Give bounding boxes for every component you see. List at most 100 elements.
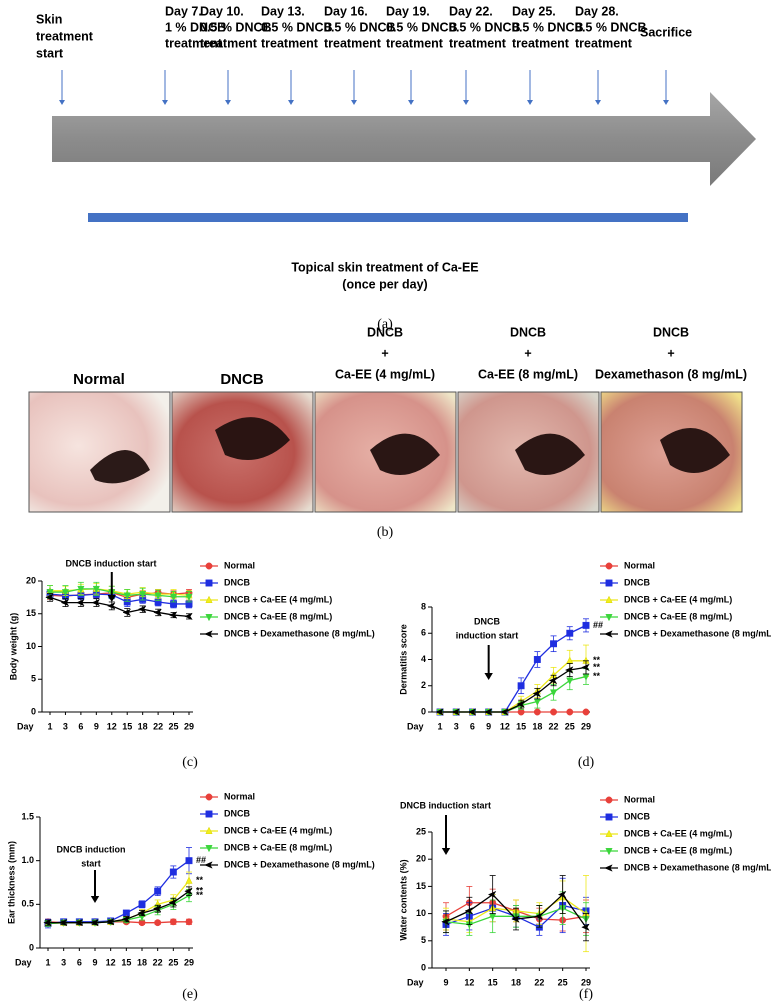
legend-label: DNCB [624, 577, 650, 587]
marker [106, 602, 116, 610]
end-label: Sacrifice [640, 25, 692, 39]
step-label: treatment [261, 36, 319, 50]
x-axis-label: Day [17, 721, 34, 731]
arrow-head [225, 100, 231, 105]
step-label: Day 10. [200, 4, 244, 18]
marker [123, 592, 131, 600]
legend-entry: DNCB [200, 577, 250, 587]
photo [28, 391, 171, 513]
marker [153, 608, 162, 617]
marker [605, 829, 613, 837]
y-axis-label: Ear thickness (mm) [6, 841, 16, 924]
series [45, 593, 193, 621]
marker [168, 898, 178, 907]
photo-label: Ca-EE (8 mg/mL) [478, 367, 578, 381]
x-tick-label: 6 [77, 957, 82, 967]
legend-entry: DNCB + Dexamethasone (8 mg/mL) [200, 628, 375, 638]
marker [139, 591, 147, 599]
marker [185, 593, 193, 601]
x-tick-label: 18 [532, 721, 542, 731]
legend-label: DNCB + Dexamethasone (8 mg/mL) [624, 862, 771, 872]
marker [77, 585, 85, 594]
series [441, 875, 590, 942]
x-tick-label: 29 [581, 721, 591, 731]
photo-label: DNCB [653, 325, 689, 339]
x-tick-label: 22 [153, 721, 163, 731]
legend-entry: DNCB [600, 577, 650, 587]
significance: ## [593, 620, 603, 630]
significance: ** [593, 662, 601, 672]
marker [185, 876, 193, 884]
photo-label: + [381, 346, 388, 360]
marker [105, 918, 115, 926]
marker [205, 826, 213, 834]
x-tick-label: 15 [121, 957, 131, 967]
marker [61, 589, 70, 597]
marker [483, 708, 493, 716]
marker [451, 708, 461, 716]
x-tick-label: 6 [470, 721, 475, 731]
x-axis-label: Day [15, 957, 32, 967]
marker [517, 682, 525, 690]
marker [566, 677, 574, 685]
x-tick-label: 29 [184, 721, 194, 731]
x-tick-label: 29 [581, 977, 591, 987]
marker [154, 592, 162, 600]
photo-label: + [524, 346, 531, 360]
y-tick-label: 2 [421, 680, 426, 690]
x-tick-label: 12 [107, 721, 117, 731]
caption: (a) [377, 317, 393, 332]
y-tick-label: 0 [421, 962, 426, 972]
annotation: induction start [456, 630, 519, 640]
marker [533, 656, 541, 663]
photo-label: DNCB [220, 371, 263, 388]
legend-entry: DNCB + Ca-EE (8 mg/mL) [200, 842, 332, 852]
y-tick-label: 1.5 [21, 811, 34, 821]
step-label: Day 28. [575, 4, 619, 18]
marker [534, 912, 544, 921]
legend-entry: Normal [200, 560, 255, 570]
y-tick-label: 8 [421, 601, 426, 611]
x-tick-label: 9 [443, 977, 448, 987]
step-label: treatment [449, 36, 507, 50]
bar-label: Topical skin treatment of Ca-EE [291, 260, 478, 274]
marker [533, 708, 541, 716]
legend-entry: DNCB [600, 811, 650, 821]
marker [169, 868, 177, 876]
arrow-head [288, 100, 294, 105]
legend-entry: DNCB + Ca-EE (8 mg/mL) [600, 845, 732, 855]
marker [581, 923, 590, 931]
y-tick-label: 10 [416, 908, 426, 918]
legend-label: Normal [224, 791, 255, 801]
significance: ** [196, 890, 204, 900]
marker [511, 915, 520, 923]
legend-label: DNCB + Ca-EE (8 mg/mL) [624, 611, 732, 621]
photo [600, 391, 743, 513]
step-label: Day 19. [386, 4, 430, 18]
bar-label: (once per day) [342, 277, 427, 291]
x-tick-label: 15 [122, 721, 132, 731]
start-label: Skin [36, 12, 62, 26]
legend-entry: DNCB + Ca-EE (8 mg/mL) [600, 611, 732, 621]
x-tick-label: 18 [138, 721, 148, 731]
step-label: treatment [512, 36, 570, 50]
marker [205, 845, 213, 853]
arrow-head [162, 100, 168, 105]
legend-entry: DNCB [200, 808, 250, 818]
marker [549, 689, 558, 697]
marker [205, 562, 213, 570]
treatment-bar [88, 213, 688, 222]
step-label: treatment [324, 36, 382, 50]
marker [464, 907, 474, 915]
marker [92, 585, 100, 594]
series-line [47, 860, 190, 925]
y-tick-label: 15 [26, 608, 36, 618]
y-tick-label: 5 [31, 674, 36, 684]
marker [557, 890, 567, 899]
y-tick-label: 0.5 [21, 899, 34, 909]
x-tick-label: 15 [516, 721, 526, 731]
marker [169, 918, 177, 926]
caption: (f) [579, 987, 593, 1002]
line-chart: 0 5 10 15 20 1 3 6 9 12 15 18 22 25 29 Day Body weight (… [8, 558, 374, 770]
y-tick-label: 20 [26, 575, 36, 585]
